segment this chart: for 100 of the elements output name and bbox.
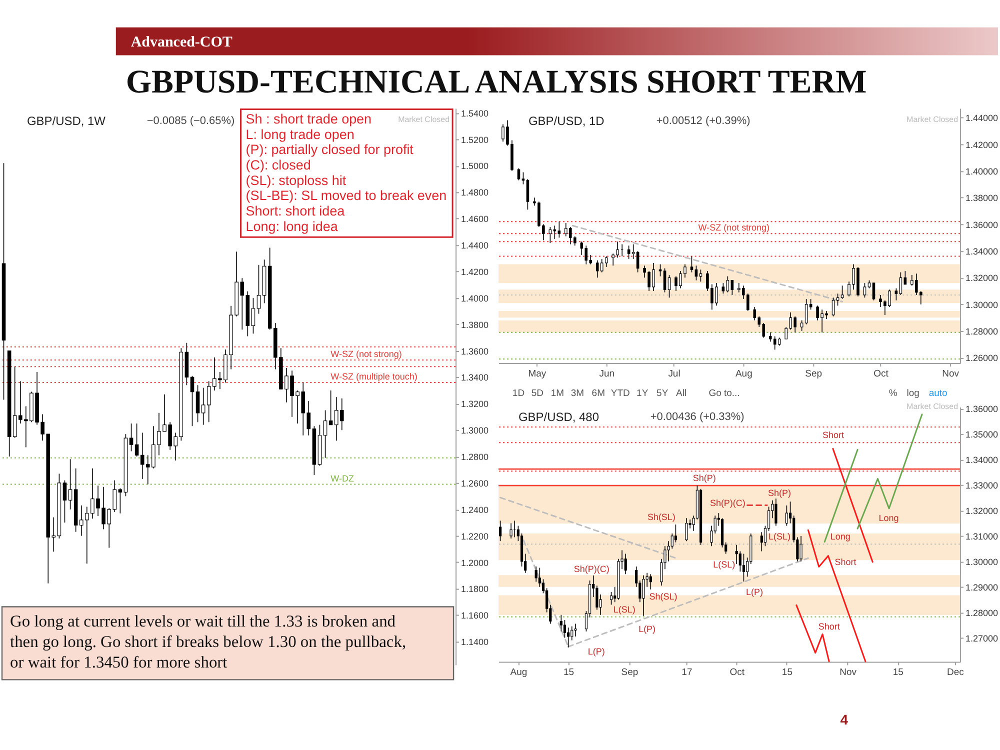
- y-tick-label: 1.5200: [461, 134, 489, 145]
- ref-line-label: W-SZ (multiple touch): [330, 372, 418, 382]
- chart-title: GBP/USD, 480: [518, 410, 600, 424]
- annotation: (SL-BE): SL moved to break even: [246, 188, 447, 204]
- y-tick-label: 1.28000: [966, 326, 998, 336]
- annotation: L(P): [588, 646, 605, 657]
- y-tick-label: 1.2200: [461, 531, 489, 542]
- annotation: L(P): [746, 586, 763, 597]
- text: Advanced-COT: [130, 34, 232, 50]
- y-tick-label: 1.1800: [461, 584, 489, 594]
- y-tick-label: 1.30000: [966, 300, 998, 310]
- annotation: (P): partially closed for profit: [246, 142, 414, 158]
- annotation: L(SL): [768, 532, 791, 542]
- text: Go to...: [708, 388, 740, 399]
- annotation: Sh(P): [692, 473, 716, 484]
- y-tick-label: 1.4000: [461, 293, 489, 304]
- text: YTD: [610, 388, 630, 399]
- annotation: Short: short idea: [246, 204, 346, 219]
- ref-line-label: W-SZ (not strong): [330, 349, 402, 360]
- text: GBP/USD, 1D: [528, 114, 605, 128]
- x-tick-label: 15: [892, 667, 904, 678]
- text: +0.00512 (+0.39%): [656, 115, 750, 128]
- y-tick-label: 1.30000: [966, 556, 998, 567]
- y-tick-label: 1.28000: [966, 608, 998, 618]
- text: 3M: [570, 388, 584, 399]
- text: 1D: [512, 388, 525, 399]
- text: GBP/USD, 1W: [26, 114, 106, 128]
- x-tick-label: Sep: [621, 667, 638, 678]
- text: auto: [928, 388, 948, 399]
- y-tick-label: 1.40000: [966, 166, 998, 176]
- annotation: Market Closed: [398, 115, 450, 124]
- x-tick-label: Oct: [874, 368, 889, 380]
- y-tick-label: 1.32000: [966, 273, 998, 284]
- y-tick-label: 1.3200: [461, 399, 489, 410]
- text: 4: [840, 712, 848, 728]
- y-tick-label: 1.36000: [966, 220, 998, 230]
- annotation: Sh(SL): [647, 512, 676, 522]
- annotation: Long: [830, 532, 850, 542]
- y-tick-label: 1.32000: [966, 506, 998, 516]
- y-tick-label: 1.2000: [461, 558, 489, 568]
- annotation: L(P): [638, 624, 656, 634]
- y-tick-label: 1.1600: [461, 610, 489, 621]
- annotation: Sh(P)(C): [574, 564, 610, 574]
- x-tick-label: 15: [564, 667, 574, 678]
- annotation: Market Closed: [906, 115, 958, 124]
- ref-line-label: W-DZ: [330, 473, 354, 484]
- x-tick-label: Jun: [599, 368, 614, 380]
- text: %: [888, 388, 898, 399]
- annotation: Short: [822, 430, 844, 440]
- text: 1Y: [636, 388, 649, 399]
- text: 1M: [550, 388, 564, 399]
- annotation: L: long trade open: [246, 126, 354, 142]
- text: 6M: [592, 388, 606, 399]
- y-tick-label: 1.5000: [461, 161, 489, 172]
- y-tick-label: 1.27000: [966, 633, 998, 644]
- y-tick-label: 1.44000: [966, 113, 998, 124]
- text: 5D: [531, 388, 544, 399]
- text: 5Y: [656, 388, 669, 399]
- annotation: Short: [834, 557, 857, 568]
- y-tick-label: 1.4400: [461, 240, 489, 251]
- y-tick-label: 1.36000: [966, 404, 998, 414]
- x-tick-label: Nov: [942, 368, 960, 380]
- annotation: (C): closed: [246, 158, 311, 173]
- y-tick-label: 1.33000: [966, 480, 998, 491]
- annotation: Sh(P): [768, 488, 792, 498]
- x-tick-label: 17: [682, 667, 692, 678]
- y-tick-label: 1.4200: [461, 266, 489, 277]
- x-tick-label: 15: [782, 667, 792, 678]
- text: −0.0085 (−0.65%): [146, 115, 235, 128]
- y-tick-label: 1.31000: [966, 531, 998, 542]
- annotation: L(SL): [613, 604, 636, 614]
- y-tick-label: 1.42000: [966, 140, 998, 150]
- x-tick-label: May: [528, 368, 546, 380]
- y-tick-label: 1.38000: [966, 193, 998, 204]
- x-tick-label: Oct: [730, 667, 745, 678]
- y-tick-label: 1.34000: [966, 455, 998, 466]
- annotation: Sh : short trade open: [246, 112, 372, 127]
- annotation: Sh(P)(C): [710, 498, 746, 508]
- y-tick-label: 1.4800: [461, 188, 489, 198]
- y-tick-label: 1.3400: [461, 372, 489, 383]
- chart-subtitle: +0.00436 (+0.33%): [650, 410, 744, 423]
- annotation: Sh(SL): [649, 592, 678, 602]
- y-tick-label: 1.26000: [966, 353, 998, 364]
- y-tick-label: 1.29000: [966, 582, 998, 592]
- text: All: [676, 388, 687, 399]
- annotation: (SL): stoploss hit: [246, 172, 346, 188]
- x-tick-label: Aug: [510, 667, 528, 678]
- y-tick-label: 1.4600: [461, 214, 489, 224]
- x-tick-label: Dec: [947, 667, 964, 678]
- y-tick-label: 1.5400: [461, 108, 489, 118]
- y-tick-label: 1.34000: [966, 246, 998, 256]
- y-tick-label: 1.2400: [461, 504, 489, 515]
- y-tick-label: 1.3800: [461, 320, 489, 330]
- x-tick-label: Jul: [668, 368, 680, 380]
- annotation: Go long at current levels or wait till the 1.33 is broken and then go long. Go short if breaks below 1.30 on the pullback, or wait for 1.3450 for more short: [10, 612, 406, 672]
- annotation: Short: [818, 621, 840, 632]
- annotation: Market Closed: [906, 402, 958, 411]
- x-tick-label: Sep: [805, 368, 822, 380]
- ref-line-label: W-SZ (not strong): [698, 222, 770, 233]
- y-tick-label: 1.2800: [461, 452, 489, 462]
